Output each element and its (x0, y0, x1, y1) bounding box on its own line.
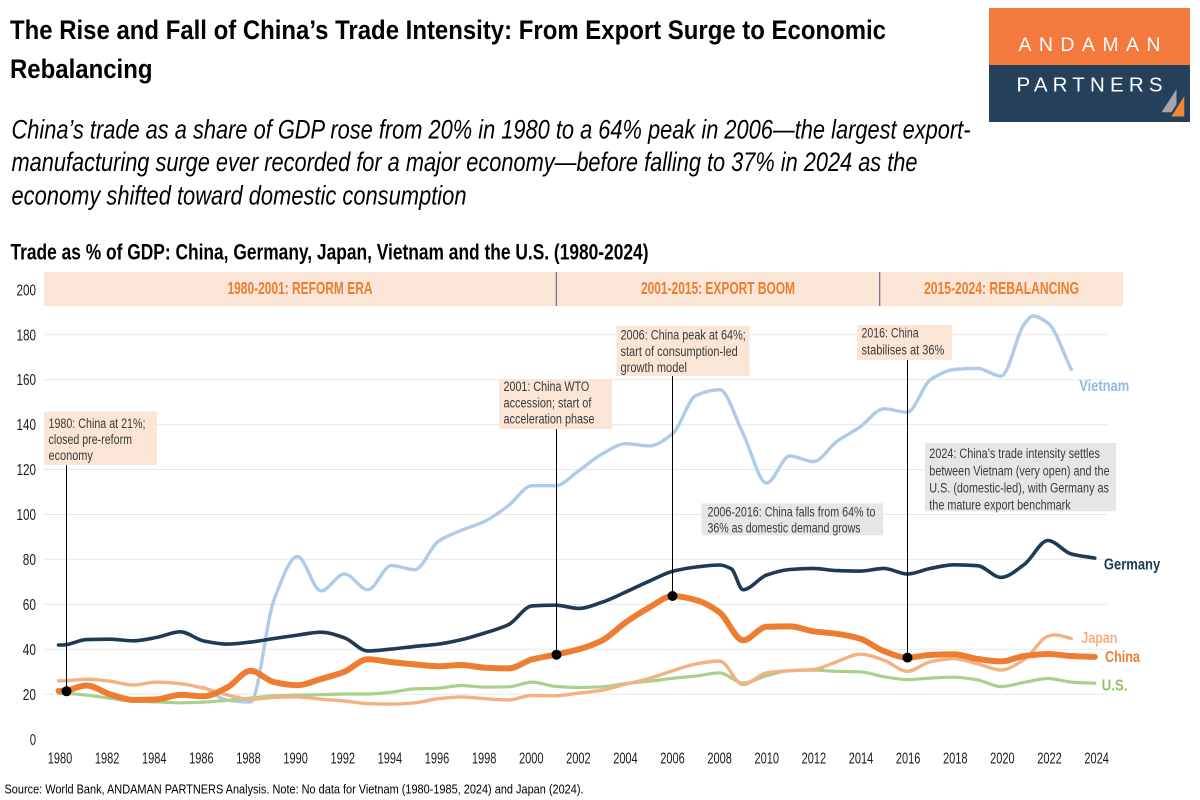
svg-text:2020: 2020 (990, 750, 1015, 767)
svg-text:2018: 2018 (943, 750, 968, 767)
svg-text:China’s trade as a share of GD: China’s trade as a share of GDP rose fro… (12, 115, 971, 145)
svg-text:2024: China’s trade intensity: 2024: China’s trade intensity settles (929, 446, 1100, 461)
svg-text:closed pre-reform: closed pre-reform (49, 432, 133, 447)
svg-text:2006: 2006 (660, 750, 685, 767)
svg-text:Japan: Japan (1081, 630, 1117, 647)
svg-text:acceleration phase: acceleration phase (504, 412, 595, 427)
svg-text:Source: World Bank, ANDAMAN PA: Source: World Bank, ANDAMAN PARTNERS Ana… (5, 782, 584, 796)
svg-text:manufacturing surge ever recor: manufacturing surge ever recorded for a … (12, 147, 918, 177)
svg-text:1984: 1984 (142, 750, 167, 767)
svg-text:1996: 1996 (425, 750, 450, 767)
svg-text:2001: China WTO: 2001: China WTO (504, 379, 590, 394)
svg-text:140: 140 (17, 417, 37, 434)
svg-text:Rebalancing: Rebalancing (10, 54, 153, 84)
svg-text:1994: 1994 (378, 750, 403, 767)
svg-text:120: 120 (17, 462, 37, 479)
svg-text:U.S. (domestic-led), with Germ: U.S. (domestic-led), with Germany as (929, 480, 1109, 495)
svg-text:2006-2016: China falls from 64: 2006-2016: China falls from 64% to (708, 505, 876, 520)
svg-text:160: 160 (17, 372, 37, 389)
svg-text:2000: 2000 (519, 750, 544, 767)
svg-text:Trade as % of GDP: China, Germ: Trade as % of GDP: China, Germany, Japan… (11, 239, 649, 264)
svg-text:1992: 1992 (330, 750, 355, 767)
svg-text:1990: 1990 (283, 750, 308, 767)
svg-text:U.S.: U.S. (1102, 677, 1128, 694)
svg-text:Vietnam: Vietnam (1079, 378, 1129, 395)
svg-text:start of consumption-led: start of consumption-led (621, 344, 738, 359)
svg-text:stabilises at 36%: stabilises at 36% (862, 342, 945, 357)
svg-text:1982: 1982 (95, 750, 120, 767)
svg-text:1980: China at 21%;: 1980: China at 21%; (49, 416, 146, 431)
svg-text:Germany: Germany (1104, 557, 1161, 574)
svg-text:2002: 2002 (566, 750, 591, 767)
svg-text:accession; start of: accession; start of (504, 395, 592, 410)
svg-text:180: 180 (17, 327, 37, 344)
svg-text:2010: 2010 (755, 750, 780, 767)
svg-text:2008: 2008 (707, 750, 732, 767)
svg-text:2024: 2024 (1084, 750, 1109, 767)
svg-text:2014: 2014 (849, 750, 874, 767)
svg-text:80: 80 (23, 552, 36, 569)
svg-text:The Rise and Fall of China’s T: The Rise and Fall of China’s Trade Inten… (10, 15, 886, 45)
svg-text:economy: economy (49, 448, 94, 463)
svg-text:growth model: growth model (621, 360, 688, 375)
svg-text:1986: 1986 (189, 750, 214, 767)
svg-text:2006: China peak at 64%;: 2006: China peak at 64%; (621, 328, 746, 343)
svg-text:200: 200 (17, 282, 37, 299)
svg-text:between Vietnam (very open) an: between Vietnam (very open) and the (929, 463, 1109, 478)
svg-text:PARTNERS: PARTNERS (1017, 74, 1163, 97)
svg-text:60: 60 (23, 597, 36, 614)
svg-text:2004: 2004 (613, 750, 638, 767)
svg-text:2001-2015: EXPORT BOOM: 2001-2015: EXPORT BOOM (641, 278, 795, 298)
svg-text:2016: 2016 (896, 750, 921, 767)
svg-text:1988: 1988 (236, 750, 261, 767)
svg-text:0: 0 (30, 732, 37, 749)
svg-text:2015-2024: REBALANCING: 2015-2024: REBALANCING (924, 278, 1079, 298)
svg-text:economy shifted toward domesti: economy shifted toward domestic consumpt… (12, 181, 467, 211)
svg-text:36% as domestic demand grows: 36% as domestic demand grows (708, 521, 861, 536)
svg-text:100: 100 (17, 507, 37, 524)
svg-text:40: 40 (23, 642, 36, 659)
svg-text:the mature export benchmark: the mature export benchmark (929, 498, 1071, 513)
svg-text:1980-2001: REFORM ERA: 1980-2001: REFORM ERA (228, 278, 373, 298)
svg-text:China: China (1105, 649, 1140, 666)
svg-text:2016: China: 2016: China (862, 325, 919, 340)
svg-text:2022: 2022 (1037, 750, 1062, 767)
svg-text:1998: 1998 (472, 750, 497, 767)
svg-text:2012: 2012 (802, 750, 827, 767)
svg-text:1980: 1980 (48, 750, 73, 767)
svg-text:20: 20 (23, 687, 36, 704)
